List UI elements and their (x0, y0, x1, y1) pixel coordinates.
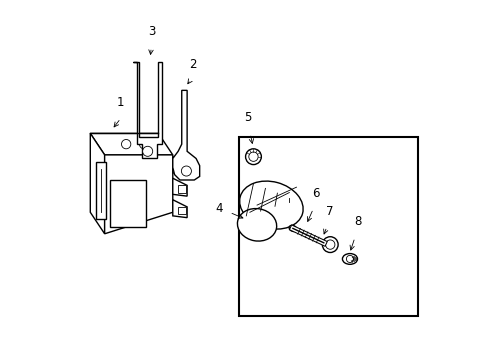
Text: 7: 7 (325, 204, 333, 218)
Circle shape (181, 166, 191, 176)
Polygon shape (172, 157, 187, 175)
Circle shape (139, 139, 148, 149)
Ellipse shape (237, 208, 276, 241)
Polygon shape (172, 200, 187, 218)
Bar (178, 207, 185, 214)
Ellipse shape (288, 225, 296, 231)
Ellipse shape (239, 181, 303, 229)
Text: 4: 4 (215, 202, 223, 215)
Text: 8: 8 (353, 215, 361, 228)
Text: 3: 3 (148, 25, 156, 39)
Circle shape (121, 139, 131, 149)
Bar (178, 185, 185, 193)
Polygon shape (133, 62, 162, 158)
Polygon shape (172, 90, 199, 180)
Circle shape (322, 237, 337, 252)
Bar (110, 180, 145, 226)
Circle shape (325, 240, 334, 249)
Text: 5: 5 (244, 111, 251, 125)
Text: 2: 2 (189, 58, 196, 71)
Text: 1: 1 (117, 96, 124, 109)
Circle shape (346, 255, 353, 262)
Polygon shape (90, 134, 172, 155)
Bar (239, 137, 418, 316)
Circle shape (248, 152, 258, 161)
Text: 6: 6 (312, 187, 319, 200)
Polygon shape (172, 178, 187, 196)
Circle shape (245, 149, 261, 165)
Ellipse shape (342, 253, 357, 264)
Bar (178, 164, 185, 171)
Polygon shape (90, 134, 104, 234)
Polygon shape (104, 155, 172, 234)
Circle shape (142, 146, 152, 156)
Bar (96, 162, 105, 220)
